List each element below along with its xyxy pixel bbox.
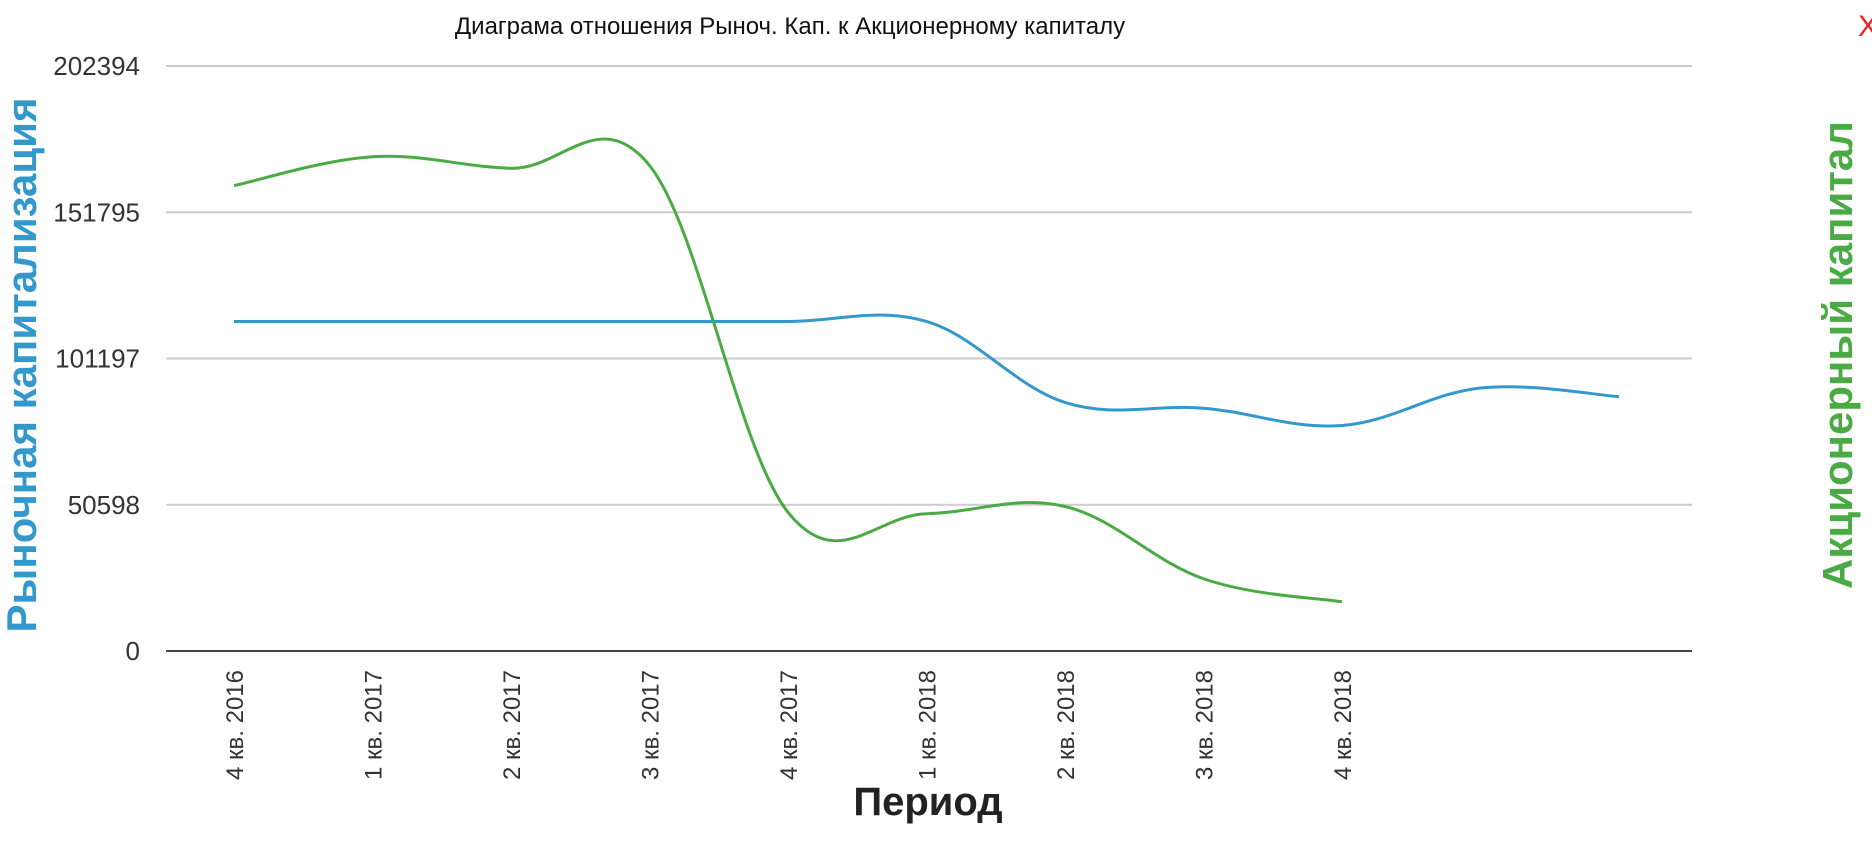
y-axis-label-right: Акционерный капитал xyxy=(1814,121,1861,589)
x-axis-label: Период xyxy=(853,780,1002,824)
gridlines xyxy=(166,65,1692,506)
series-lines xyxy=(233,137,1620,604)
close-button[interactable]: X xyxy=(1858,10,1872,43)
x-tick-label: 4 кв. 2018 xyxy=(1330,670,1357,780)
x-tick-label: 2 кв. 2017 xyxy=(499,670,526,780)
x-tick-label: 4 кв. 2016 xyxy=(222,670,249,780)
y-tick-label: 50598 xyxy=(68,490,140,520)
x-axis-ticks: 4 кв. 2016 1 кв. 2017 2 кв. 2017 3 кв. 2017… xyxy=(222,670,1357,780)
y-axis-ticks: 0 50598 101197 151795 202394 xyxy=(53,51,140,666)
x-tick-label: 4 кв. 2017 xyxy=(776,670,803,780)
x-tick-label: 2 кв. 2018 xyxy=(1053,670,1080,780)
y-tick-label: 101197 xyxy=(55,344,140,374)
series-line-equity xyxy=(233,137,1343,604)
y-tick-label: 151795 xyxy=(53,197,140,227)
chart-title: Диаграма отношения Рыноч. Кап. к Акционе… xyxy=(455,13,1125,40)
x-tick-label: 3 кв. 2018 xyxy=(1192,670,1219,780)
series-line-market-cap xyxy=(234,313,1620,428)
x-tick-label: 1 кв. 2018 xyxy=(915,670,942,780)
x-tick-label: 3 кв. 2017 xyxy=(638,670,665,780)
y-axis-label-left: Рыночная капитализация xyxy=(0,98,45,633)
y-tick-label: 0 xyxy=(126,636,140,666)
y-tick-label: 202394 xyxy=(53,51,140,81)
x-tick-label: 1 кв. 2017 xyxy=(361,670,388,780)
